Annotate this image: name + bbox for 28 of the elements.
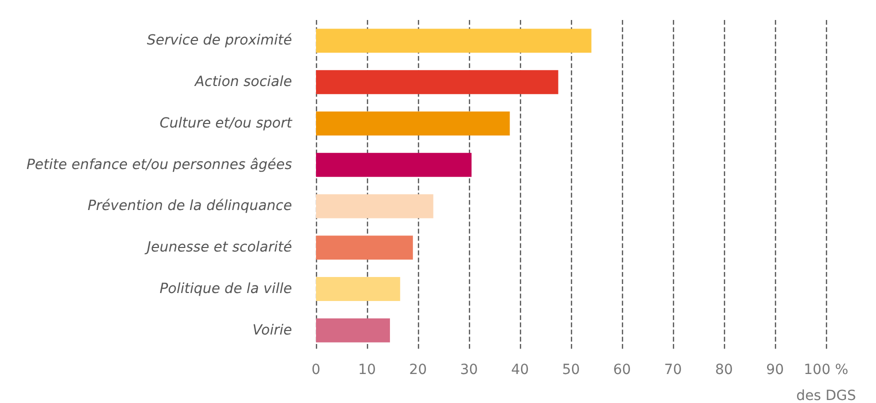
bar bbox=[316, 276, 400, 301]
y-tick-label: Jeunesse et scolarité bbox=[144, 240, 292, 256]
x-tick-label: 0 bbox=[312, 362, 320, 378]
x-tick-label: 20 bbox=[409, 362, 427, 378]
bar bbox=[316, 70, 558, 94]
x-axis-title: des DGS bbox=[796, 388, 856, 403]
y-tick-label: Service de proximité bbox=[146, 32, 292, 49]
bar bbox=[316, 194, 434, 218]
y-tick-label: Action sociale bbox=[194, 74, 292, 90]
bar bbox=[316, 28, 592, 53]
x-tick-label: 50 bbox=[562, 362, 580, 378]
y-tick-label: Culture et/ou sport bbox=[160, 115, 293, 132]
bar bbox=[316, 111, 510, 136]
x-tick-label: 90 bbox=[766, 362, 784, 378]
y-tick-label: Prévention de la délinquance bbox=[88, 198, 292, 214]
y-tick-label: Voirie bbox=[252, 322, 292, 338]
x-tick-label: 40 bbox=[511, 362, 529, 378]
bar bbox=[316, 152, 472, 177]
x-tick-label: 30 bbox=[460, 362, 478, 378]
x-tick-label: 10 bbox=[358, 362, 376, 378]
y-tick-label: Petite enfance et/ou personnes âgées bbox=[26, 156, 292, 173]
x-tick-label: 70 bbox=[664, 362, 682, 378]
x-tick-label: 60 bbox=[613, 362, 631, 378]
y-tick-label: Politique de la ville bbox=[160, 280, 292, 297]
bar bbox=[316, 236, 413, 260]
x-tick-label: 80 bbox=[715, 362, 733, 378]
x-tick-label: 100 % bbox=[804, 362, 848, 378]
bar bbox=[316, 318, 390, 342]
